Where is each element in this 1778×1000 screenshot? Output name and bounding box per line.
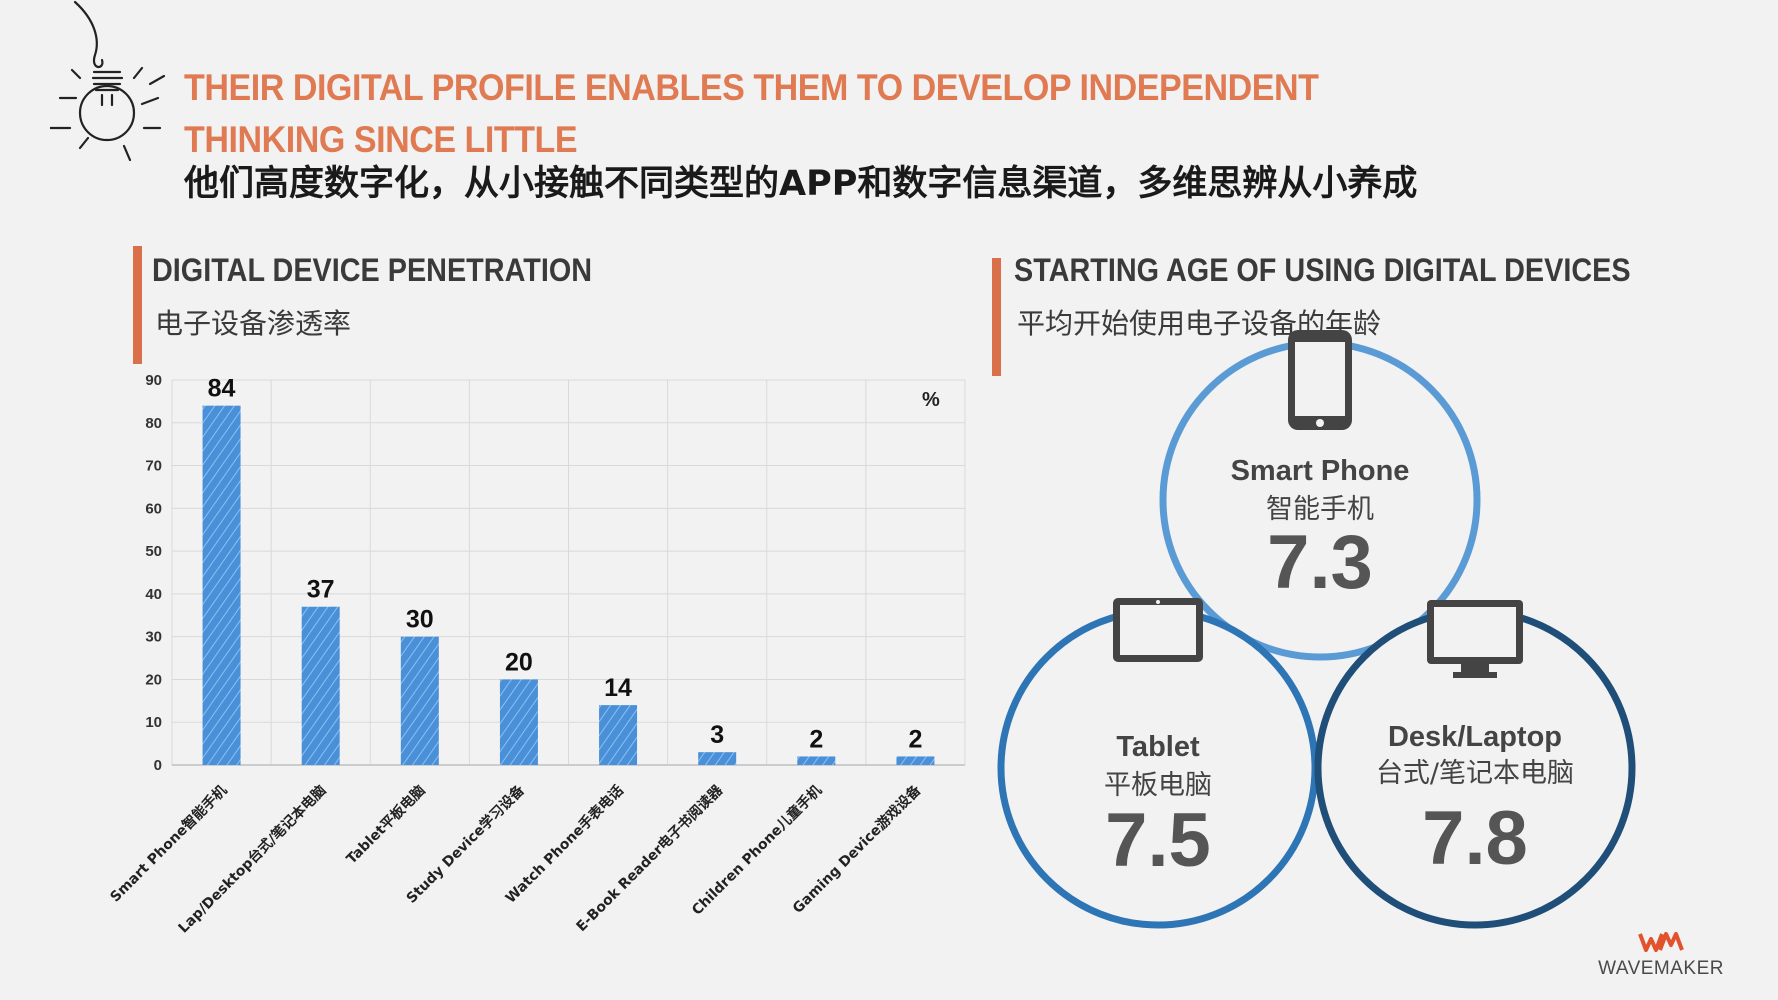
device-label-cn: 台式/笔记本电脑 xyxy=(1376,758,1574,789)
y-tick-label: 70 xyxy=(145,458,162,475)
section-accent-bar xyxy=(133,246,142,364)
bar-value-label: 3 xyxy=(710,721,724,749)
bar-value-label: 20 xyxy=(505,648,533,676)
device-age-value: 7.5 xyxy=(1105,798,1211,883)
y-tick-label: 40 xyxy=(145,586,162,603)
section-subtitle-penetration: 电子设备渗透率 xyxy=(155,307,352,340)
x-category-label: Smart Phone智能手机 xyxy=(107,782,231,906)
device-label-en: Tablet xyxy=(1116,731,1200,763)
smartphone-icon xyxy=(1288,330,1352,430)
desktop-icon xyxy=(1427,600,1523,678)
bar xyxy=(499,679,538,765)
x-category-label: Tablet平板电脑 xyxy=(343,782,429,868)
headline-chinese: 他们高度数字化，从小接触不同类型的APP和数字信息渠道，多维思辨从小养成 xyxy=(184,164,1418,204)
bar-value-label: 2 xyxy=(809,725,823,753)
bar xyxy=(400,636,439,765)
bar-value-label: 37 xyxy=(307,576,335,604)
bar xyxy=(301,606,340,765)
device-label-cn: 智能手机 xyxy=(1266,494,1374,525)
section-title-penetration: DIGITAL DEVICE PENETRATION xyxy=(152,252,593,288)
bar xyxy=(202,405,241,765)
y-tick-label: 10 xyxy=(145,714,162,731)
bar-value-label: 14 xyxy=(604,674,632,702)
wm-logo-icon xyxy=(1638,932,1684,952)
section-title-starting-age: STARTING AGE OF USING DIGITAL DEVICES xyxy=(1014,252,1631,288)
logo-wordmark: WAVEMAKER xyxy=(1598,958,1724,979)
lightbulb-icon xyxy=(50,0,166,162)
device-age-value: 7.8 xyxy=(1422,796,1528,881)
device-label-cn: 平板电脑 xyxy=(1104,770,1212,801)
y-tick-label: 0 xyxy=(154,757,162,774)
device-label-en: Desk/Laptop xyxy=(1388,721,1562,753)
section-accent-bar xyxy=(992,258,1001,376)
bar xyxy=(797,756,836,765)
wavemaker-logo: WAVEMAKER xyxy=(1598,930,1724,980)
y-tick-label: 50 xyxy=(145,543,162,560)
bar xyxy=(599,705,638,765)
y-tick-label: 90 xyxy=(145,372,162,389)
device-age-value: 7.3 xyxy=(1267,520,1373,605)
unit-label: % xyxy=(922,389,940,411)
device-label-en: Smart Phone xyxy=(1231,455,1410,487)
headline-english: THEIR DIGITAL PROFILE ENABLES THEM TO DE… xyxy=(184,67,1319,160)
tablet-icon xyxy=(1113,598,1203,662)
y-tick-label: 60 xyxy=(145,500,162,517)
bar-value-label: 30 xyxy=(406,606,434,634)
y-tick-label: 20 xyxy=(145,671,162,688)
y-tick-label: 80 xyxy=(145,415,162,432)
bar-value-label: 2 xyxy=(908,725,922,753)
bar xyxy=(698,752,737,765)
bar xyxy=(896,756,935,765)
penetration-bar-chart: 0 10 20 30 40 50 60 70 80 90 84 37 30 20 14 3 2 2 Smart … xyxy=(107,372,966,936)
y-tick-label: 30 xyxy=(145,629,162,646)
bar-value-label: 84 xyxy=(208,375,236,403)
